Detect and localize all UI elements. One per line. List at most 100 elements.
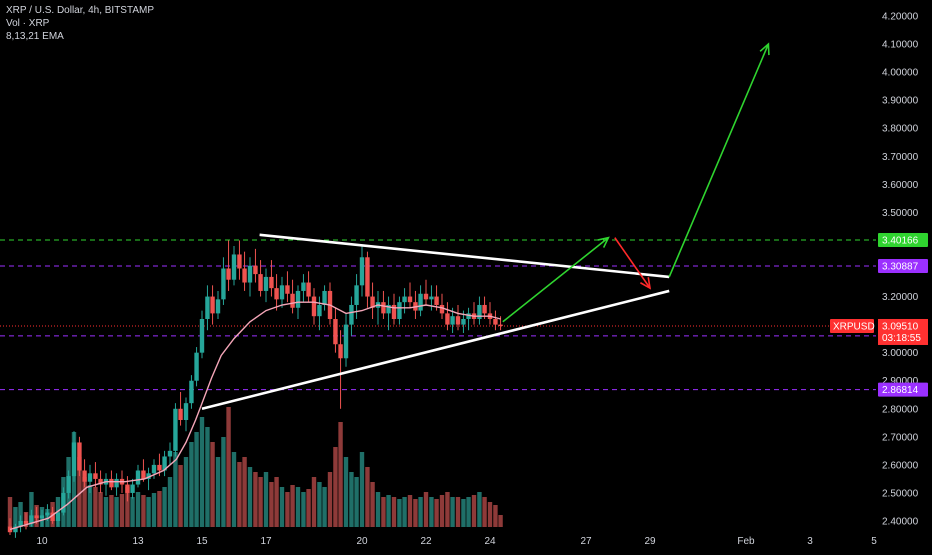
candle-body: [178, 408, 183, 420]
price-axis-tick-label: 3.80000: [882, 124, 919, 135]
candle-body: [466, 313, 471, 319]
volume-bar: [386, 495, 391, 527]
time-axis-tick-label: 29: [644, 536, 656, 547]
volume-bar: [295, 487, 301, 527]
candle-body: [189, 380, 194, 404]
volume-bar: [461, 499, 466, 527]
volume-bar: [290, 485, 295, 527]
candle-body: [98, 478, 103, 485]
volume-bar: [487, 502, 493, 527]
volume-bar: [87, 485, 93, 527]
candle-body: [50, 512, 55, 521]
candle-body: [290, 293, 295, 308]
price-axis-tick-label: 4.00000: [882, 68, 919, 79]
volume-bar: [306, 489, 311, 527]
candle-body: [226, 268, 231, 280]
volume-bar: [269, 482, 274, 527]
candle-body: [87, 473, 93, 482]
volume-bar: [455, 497, 461, 527]
price-axis-tick-label: 2.70000: [882, 432, 919, 443]
volume-bar: [359, 452, 365, 527]
candle-body: [391, 304, 397, 319]
candle-body: [61, 492, 66, 513]
candle-body: [306, 282, 311, 297]
level-price-label-bg: [878, 232, 928, 247]
price-axis-tick-label: 3.90000: [882, 96, 919, 107]
candle-body: [173, 408, 178, 451]
volume-bar: [301, 492, 306, 527]
volume-bar: [167, 477, 173, 527]
volume-bar: [407, 495, 413, 527]
green-arrow-1: [502, 237, 609, 323]
candle-body: [333, 319, 338, 345]
candle-body: [23, 521, 29, 524]
price-axis-tick-label: 4.10000: [882, 40, 919, 51]
time-axis-tick-label: 10: [36, 536, 48, 547]
candle-body: [349, 304, 354, 325]
ema-line: [9, 301, 501, 531]
candle-body: [253, 265, 258, 275]
price-axis-tick-label: 2.80000: [882, 404, 919, 415]
volume-bar: [258, 477, 263, 527]
volume-bar: [109, 495, 114, 527]
volume-bar: [370, 482, 375, 527]
price-axis-tick-label: 4.20000: [882, 12, 919, 23]
candle-body: [445, 313, 450, 325]
volume-bar: [381, 497, 386, 527]
candle-body: [247, 265, 253, 283]
candle-body: [29, 515, 34, 524]
volume-bar: [226, 407, 231, 527]
volume-bar: [322, 487, 327, 527]
volume-bar: [397, 499, 402, 527]
candle-body: [301, 282, 306, 291]
candle-body: [365, 257, 370, 297]
volume-bar: [98, 492, 103, 527]
candle-body: [455, 316, 461, 325]
candle-body: [114, 478, 119, 488]
volume-bar: [141, 495, 146, 527]
time-axis-tick-label: 3: [807, 536, 813, 547]
candle-body: [343, 324, 349, 359]
volume-bar: [423, 492, 429, 527]
volume-bar: [466, 497, 471, 527]
chart-legend: XRP / U.S. Dollar, 4h, BITSTAMP Vol · XR…: [6, 4, 154, 43]
volume-bar: [418, 497, 423, 527]
candle-body: [242, 268, 247, 283]
candle-body: [135, 470, 141, 485]
candle-body: [183, 403, 189, 420]
volume-bar: [434, 499, 439, 527]
volume-bar: [82, 477, 87, 527]
green-arrow-3: [668, 43, 770, 278]
candle-body: [71, 442, 77, 477]
volume-bar: [205, 427, 210, 527]
volume-bar: [279, 487, 285, 527]
candle-body: [370, 296, 375, 308]
candle-body: [210, 296, 215, 314]
volume-bar: [402, 497, 407, 527]
candle-body: [66, 476, 71, 493]
candle-body: [7, 526, 13, 533]
volume-bar: [338, 422, 343, 527]
candle-body: [151, 464, 157, 474]
candle-body: [269, 276, 274, 289]
price-axis-tick-label: 3.20000: [882, 292, 919, 303]
level-price-label-bg: [878, 382, 928, 397]
volume-bar: [215, 457, 221, 527]
candle-body: [285, 285, 290, 294]
volume-bar: [365, 467, 370, 527]
symbol-title: XRP / U.S. Dollar, 4h, BITSTAMP: [6, 5, 155, 16]
candle-body: [39, 515, 45, 519]
green-arrow-3-head: [759, 42, 770, 56]
candle-body: [274, 288, 279, 300]
volume-bar: [375, 492, 381, 527]
upper-trendline: [259, 233, 670, 279]
volume-bar: [199, 417, 205, 527]
volume-bar: [103, 497, 109, 527]
price-axis-tick-label: 3.60000: [882, 180, 919, 191]
candle-body: [205, 296, 210, 319]
candle-body: [402, 296, 407, 303]
volume-bar: [146, 497, 151, 527]
price-axis-tick-label: 3.70000: [882, 152, 919, 163]
